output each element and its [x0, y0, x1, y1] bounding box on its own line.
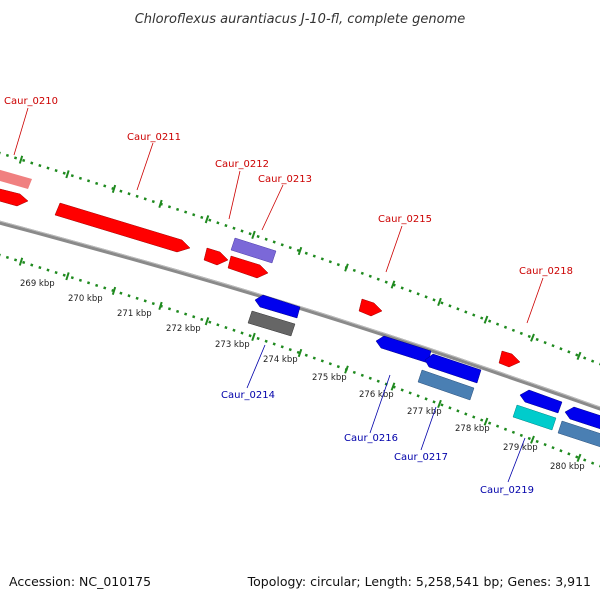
inner-ring-major-tick — [390, 382, 396, 391]
inner-ring-major-tick — [65, 272, 70, 281]
inner-tick-ring — [0, 253, 600, 468]
gene-arrow-caur-0210[interactable] — [0, 186, 29, 207]
leader-caur-0211 — [136, 142, 154, 191]
accession-text: Accession: NC_010175 — [9, 574, 151, 589]
outer-ring-major-tick — [344, 263, 349, 272]
tick-label-279: 279 kbp — [503, 443, 538, 453]
leader-caur-0219 — [507, 437, 526, 483]
gene-arrow-caur-0219[interactable] — [519, 389, 563, 414]
gene-label-caur-0219[interactable]: Caur_0219 — [480, 485, 534, 496]
outer-ring-major-tick — [437, 297, 442, 307]
gene-label-caur-0215[interactable]: Caur_0215 — [378, 214, 432, 225]
tick-label-280: 280 kbp — [550, 462, 585, 472]
outer-ring-major-tick — [251, 230, 256, 240]
gene-arrow-caur-0213-blue[interactable] — [230, 237, 277, 264]
gene-arrow-caur-0214[interactable] — [254, 294, 301, 319]
leader-caur-0210 — [13, 107, 29, 156]
tick-label-278: 278 kbp — [455, 424, 490, 434]
inner-ring-major-tick — [158, 301, 163, 311]
leader-caur-0218 — [526, 277, 544, 324]
tick-label-270: 270 kbp — [68, 294, 103, 304]
tick-label-272: 272 kbp — [166, 324, 201, 334]
inner-ring-major-tick — [576, 453, 582, 462]
outer-ring-major-tick — [297, 246, 303, 256]
genome-backbone-highlight — [0, 220, 600, 408]
tick-label-273: 273 kbp — [215, 340, 250, 350]
outer-ring-major-tick — [18, 155, 24, 164]
inner-ring-major-tick — [344, 365, 349, 374]
gene-labels: Caur_0210 Caur_0211 Caur_0212 Caur_0213 … — [4, 96, 573, 496]
gene-arrow-caur-0217[interactable] — [424, 353, 482, 384]
tick-label-271: 271 kbp — [117, 309, 152, 319]
gene-arrow-caur-0212[interactable] — [203, 247, 229, 266]
gene-arrow-caur-0210-upper[interactable] — [0, 167, 32, 189]
outer-ring-major-tick — [483, 315, 489, 324]
outer-ring-major-tick — [158, 199, 163, 209]
gene-label-caur-0217[interactable]: Caur_0217 — [394, 452, 448, 463]
tick-label-274: 274 kbp — [263, 355, 298, 365]
inner-ring-major-tick — [437, 399, 442, 409]
tick-label-275: 275 kbp — [312, 373, 347, 383]
gene-label-caur-0214[interactable]: Caur_0214 — [221, 390, 275, 401]
leader-caur-0215 — [385, 225, 403, 273]
outer-ring-major-tick — [65, 170, 70, 179]
gene-arrow-caur-0213[interactable] — [227, 255, 269, 279]
inner-ring-major-tick — [530, 435, 535, 444]
genome-stats-text: Topology: circular; Length: 5,258,541 bp… — [247, 574, 591, 589]
outer-ring-major-tick — [530, 333, 535, 342]
tick-label-269: 269 kbp — [20, 279, 55, 289]
inner-ring-major-tick — [251, 332, 256, 342]
forward-strand-genes — [0, 167, 521, 368]
gene-label-caur-0213[interactable]: Caur_0213 — [258, 174, 312, 185]
tick-label-276: 276 kbp — [359, 390, 394, 400]
inner-ring-major-tick — [483, 417, 489, 426]
leader-caur-0212 — [228, 170, 241, 220]
gene-label-caur-0218[interactable]: Caur_0218 — [519, 266, 573, 277]
leader-caur-0214 — [246, 344, 266, 389]
inner-ring-major-tick — [111, 286, 117, 296]
gene-arrow-caur-0216[interactable] — [375, 335, 432, 364]
leader-caur-0216 — [369, 374, 391, 434]
gene-label-caur-0211[interactable]: Caur_0211 — [127, 132, 181, 143]
outer-ring-major-tick — [204, 215, 210, 224]
gene-arrow-caur-0211[interactable] — [54, 202, 191, 253]
inner-ring-major-tick — [204, 317, 210, 326]
gene-label-caur-0212[interactable]: Caur_0212 — [215, 159, 269, 170]
tick-label-277: 277 kbp — [407, 407, 442, 417]
gene-arrow-caur-0218[interactable] — [498, 350, 521, 368]
outer-ring-major-tick — [576, 351, 582, 360]
leader-caur-0217 — [420, 406, 437, 451]
outer-ring-major-tick — [390, 280, 396, 289]
gene-arrow-caur-0217-steel[interactable] — [417, 369, 475, 401]
gene-label-caur-0216[interactable]: Caur_0216 — [344, 433, 398, 444]
tick-labels: 269 kbp 270 kbp 271 kbp 272 kbp 273 kbp … — [20, 279, 585, 472]
gene-label-leaders — [13, 107, 544, 483]
gene-arrow-caur-0215[interactable] — [358, 298, 383, 317]
gene-label-caur-0210[interactable]: Caur_0210 — [4, 96, 58, 107]
outer-tick-ring — [0, 151, 600, 366]
gene-arrow-caur-0214-gray[interactable] — [247, 310, 296, 337]
genome-title: Chloroflexus aurantiacus J-10-fl, comple… — [135, 12, 466, 27]
leader-caur-0213 — [261, 184, 284, 231]
gene-arrow-caur-0220-steel[interactable] — [557, 420, 600, 452]
reverse-strand-genes — [247, 294, 600, 452]
gene-arrow-caur-0219-cyan[interactable] — [512, 404, 557, 431]
outer-ring-major-tick — [111, 184, 117, 194]
inner-ring-major-tick — [297, 348, 303, 358]
inner-ring-major-tick — [18, 257, 24, 266]
gene-arrow-caur-0220[interactable] — [564, 406, 600, 434]
genome-backbone — [0, 220, 600, 411]
